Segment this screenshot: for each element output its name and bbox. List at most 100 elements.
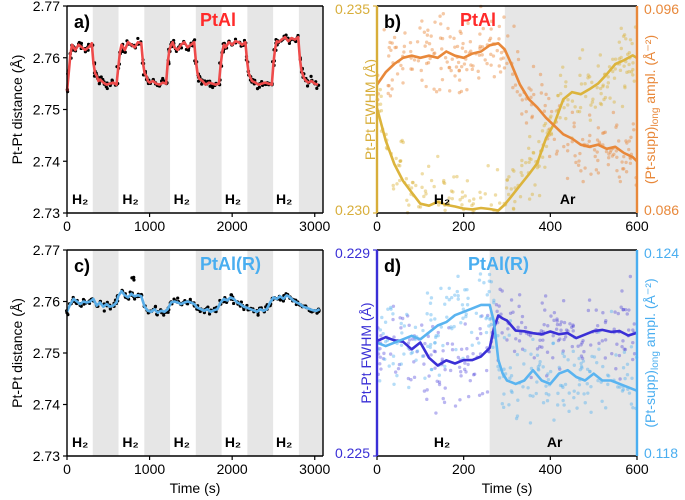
panel-b-cloud-point bbox=[625, 141, 629, 145]
panel-d-cloud-point bbox=[402, 352, 406, 356]
panel-d-cloud-point bbox=[406, 376, 411, 381]
panel-b-cloud-point bbox=[495, 48, 499, 53]
panel-b-cloud-point bbox=[602, 131, 606, 135]
panel-b-y-tick-label: 0.235 bbox=[335, 1, 370, 17]
panel-d-cloud-point bbox=[474, 311, 479, 316]
panel-b-cloud-point bbox=[574, 160, 578, 165]
panel-d-cloud-point bbox=[561, 385, 565, 390]
panel-b-cloud-point bbox=[591, 97, 595, 101]
panel-b-cloud-point bbox=[399, 63, 403, 68]
panel-b-cloud-point bbox=[590, 80, 594, 85]
panel-b-cloud-point bbox=[620, 160, 624, 164]
panel-b-cloud-point bbox=[457, 78, 462, 82]
panel-d-cloud-point bbox=[430, 367, 434, 372]
panel-b-cloud-point bbox=[547, 154, 552, 159]
panel-d-cloud-point bbox=[450, 326, 454, 331]
panel-d-cloud-point bbox=[497, 376, 502, 380]
panel-b-cloud-point bbox=[579, 82, 584, 86]
panel-d-cloud-point bbox=[480, 314, 484, 318]
panel-b-cloud-point bbox=[520, 163, 524, 168]
panel-b-cloud-point bbox=[478, 190, 482, 194]
panel-d-cloud-point bbox=[425, 388, 429, 392]
panel-b-cloud-point bbox=[596, 158, 600, 163]
panel-d-cloud-point bbox=[450, 342, 455, 346]
panel-d-cloud-point bbox=[594, 308, 598, 312]
panel-b-cloud-point bbox=[443, 56, 448, 60]
panel-d-cloud-point bbox=[502, 367, 506, 371]
panel-d-cloud-point bbox=[562, 320, 567, 325]
panel-d-cloud-point bbox=[620, 344, 624, 349]
panel-d-cloud-point bbox=[621, 366, 626, 370]
panel-d-y-tick-label-right: 0.124 bbox=[644, 245, 679, 261]
panel-b-cloud-point bbox=[540, 129, 545, 133]
panel-d-cloud-point bbox=[429, 296, 434, 300]
panel-b-cloud-point bbox=[583, 166, 587, 170]
panel-b-cloud-point bbox=[469, 49, 473, 53]
panel-b-cloud-point bbox=[445, 60, 449, 64]
panel-d-cloud-point bbox=[508, 366, 513, 370]
panel-a-data-point bbox=[136, 36, 140, 41]
panel-d-cloud-point bbox=[414, 358, 418, 362]
panel-b-cloud-point bbox=[538, 72, 543, 77]
panel-d-cloud-point bbox=[464, 312, 468, 316]
panel-d-cloud-point bbox=[433, 349, 438, 354]
panel-d-cloud-point bbox=[519, 320, 524, 325]
panel-b-cloud-point bbox=[604, 149, 609, 154]
panel-b-band-0 bbox=[504, 6, 637, 213]
panel-b-cloud-point bbox=[616, 139, 621, 143]
panel-b-cloud-point bbox=[489, 52, 493, 57]
panel-b-cloud-point bbox=[382, 28, 386, 32]
panel-b-cloud-point bbox=[459, 89, 464, 94]
panel-b-cloud-point bbox=[588, 118, 593, 122]
panel-d-cloud-point bbox=[555, 317, 559, 321]
panel-a-data-point bbox=[315, 86, 319, 90]
panel-b-cloud-point bbox=[628, 38, 633, 42]
panel-b-cloud-point bbox=[468, 40, 473, 44]
panel-b-cloud-point bbox=[613, 67, 617, 71]
panel-d-cloud-point bbox=[580, 340, 584, 345]
panel-b-cloud-point bbox=[578, 56, 582, 61]
panel-b-cloud-point bbox=[495, 168, 500, 172]
panel-c-data-point bbox=[242, 307, 246, 312]
panel-b-cloud-point bbox=[526, 146, 531, 150]
panel-d-x-tick-label: 200 bbox=[452, 461, 476, 477]
panel-d-cloud-point bbox=[391, 317, 395, 322]
panel-a-data-point bbox=[161, 76, 165, 81]
panel-d-cloud-point bbox=[412, 375, 417, 380]
panel-d-cloud-point bbox=[465, 287, 469, 292]
panel-d-cloud-point bbox=[571, 324, 575, 328]
panel-d-gas-label: H₂ bbox=[434, 434, 450, 450]
panel-d-cloud-point bbox=[487, 324, 491, 328]
panel-d-cloud-point bbox=[627, 391, 632, 395]
panel-d-cloud-point bbox=[603, 320, 608, 325]
panel-d-cloud-point bbox=[576, 391, 580, 395]
panel-d-x-tick-label: 0 bbox=[373, 461, 381, 477]
panel-d-cloud-point bbox=[589, 410, 593, 415]
panel-b-cloud-point bbox=[424, 192, 428, 196]
panel-d-cloud-point bbox=[399, 326, 403, 330]
panel-d-cloud-point bbox=[563, 335, 568, 339]
panel-b-cloud-point bbox=[562, 105, 566, 110]
panel-b-cloud-point bbox=[592, 148, 597, 152]
panel-b-cloud-point bbox=[629, 70, 634, 74]
panel-d-cloud-point bbox=[477, 278, 482, 282]
panel-b-cloud-point bbox=[606, 156, 611, 160]
panel-d-cloud-point bbox=[425, 312, 429, 316]
panel-b-x-tick-label: 200 bbox=[452, 218, 476, 234]
panel-a-data-point bbox=[200, 82, 204, 86]
panel-d-cloud-point bbox=[552, 318, 556, 323]
panel-b-cloud-point bbox=[595, 138, 600, 142]
panel-d-cloud-point bbox=[582, 392, 586, 396]
panel-a-band-2 bbox=[195, 6, 222, 213]
panel-d-cloud-point bbox=[575, 406, 579, 410]
panel-b-cloud-point bbox=[512, 169, 516, 173]
panel-d-cloud-point bbox=[489, 322, 493, 327]
panel-a-data-point bbox=[79, 41, 84, 45]
panel-b-cloud-point bbox=[480, 45, 485, 49]
panel-c-title: PtAl(R) bbox=[200, 254, 261, 274]
panel-c-data-point bbox=[281, 299, 285, 303]
panel-c-gas-label: H₂ bbox=[174, 434, 190, 450]
panel-d-cloud-point bbox=[621, 307, 626, 312]
panel-d-cloud-point bbox=[538, 345, 542, 349]
panel-b-cloud-point bbox=[537, 164, 541, 168]
